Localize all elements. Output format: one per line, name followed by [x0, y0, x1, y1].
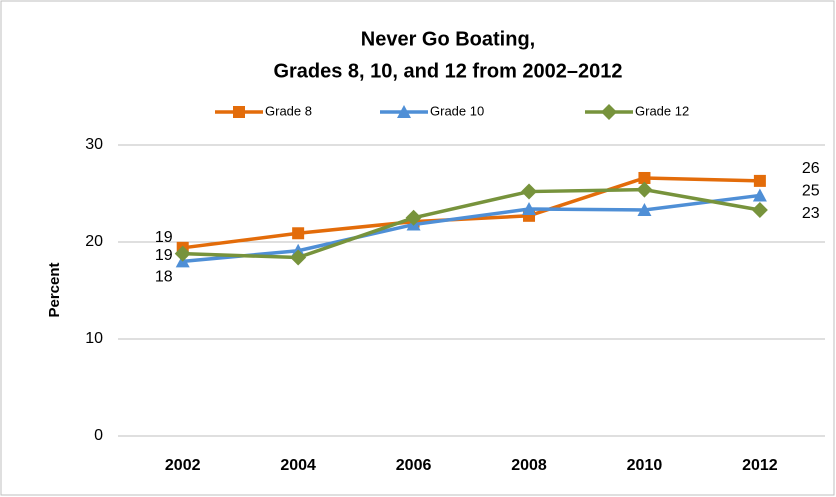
data-label: 18: [155, 269, 173, 286]
x-tick-label: 2010: [627, 457, 663, 474]
data-label: 19: [155, 229, 173, 246]
marker: [521, 183, 538, 200]
y-tick-label: 30: [85, 136, 103, 153]
legend-label: Grade 8: [265, 103, 312, 118]
data-label: 19: [155, 247, 173, 264]
marker: [753, 174, 766, 187]
marker: [638, 171, 651, 184]
marker: [290, 249, 307, 266]
series-line: [182, 176, 760, 250]
series-line: [182, 193, 761, 264]
marker: [637, 202, 652, 216]
chart-title: Grades 8, 10, and 12 from 2002–2012: [273, 60, 622, 82]
x-tick-label: 2006: [396, 457, 432, 474]
legend-label: Grade 12: [635, 103, 689, 118]
y-axis-label: Percent: [46, 262, 63, 317]
series-line: [182, 187, 761, 260]
marker: [174, 245, 191, 262]
y-tick-label: 0: [94, 427, 103, 444]
data-label: 25: [802, 183, 820, 200]
marker: [292, 227, 305, 240]
data-label: 23: [802, 205, 820, 222]
x-tick-label: 2002: [165, 457, 201, 474]
y-tick-label: 20: [85, 233, 103, 250]
marker: [405, 209, 422, 226]
x-tick-label: 2004: [280, 457, 316, 474]
legend-label: Grade 10: [430, 103, 484, 118]
data-label: 26: [802, 160, 820, 177]
y-tick-label: 10: [85, 330, 103, 347]
marker: [636, 181, 653, 198]
marker: [522, 202, 537, 216]
x-tick-label: 2008: [511, 457, 547, 474]
legend-marker: [601, 104, 617, 120]
marker: [752, 188, 767, 202]
chart-title: Never Go Boating,: [361, 28, 535, 50]
marker: [751, 201, 768, 218]
legend-marker: [397, 105, 411, 118]
legend-marker: [233, 106, 245, 118]
x-tick-label: 2012: [742, 457, 778, 474]
